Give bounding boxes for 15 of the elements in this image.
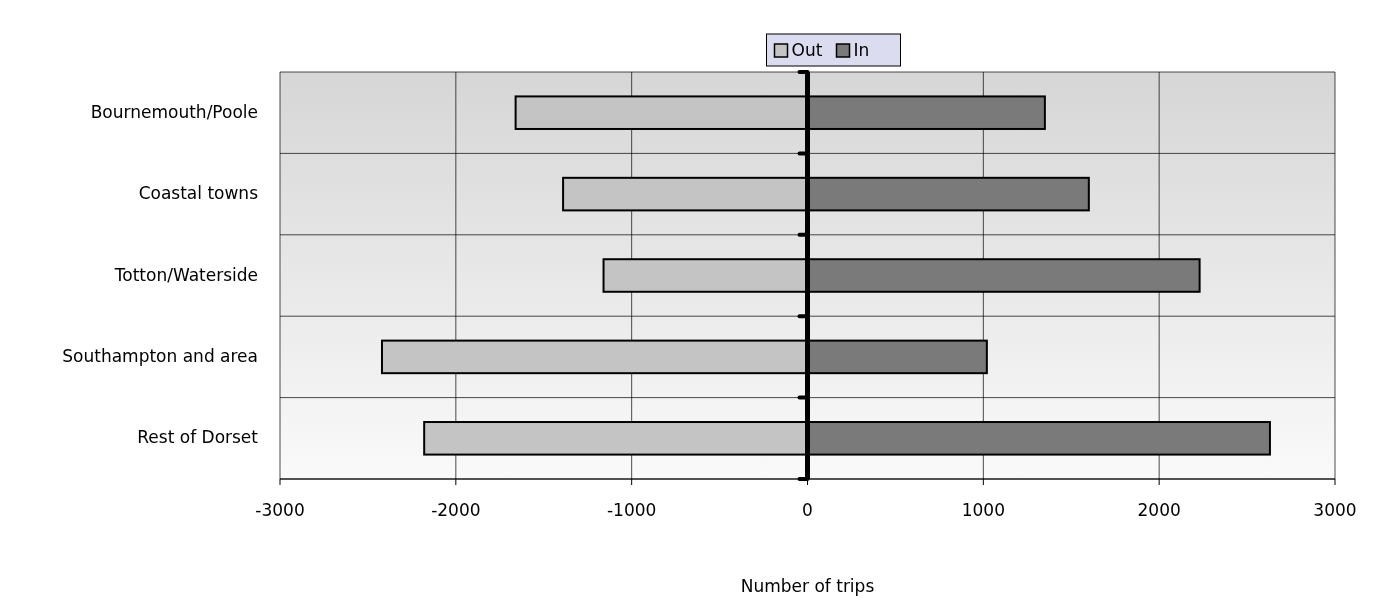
x-tick-label: 1000 [961,500,1005,520]
y-tick-label: Bournemouth/Poole [90,101,258,122]
x-tick-label: -1000 [606,500,657,520]
x-tick-label: 0 [802,500,813,520]
y-tick-label: Totton/Waterside [113,264,258,285]
y-tick-label: Rest of Dorset [137,427,259,448]
x-tick-label: 3000 [1313,500,1357,520]
x-tick-label: -3000 [255,500,305,520]
x-tick-label: -2000 [431,500,481,520]
x-tick-label: 2000 [1137,500,1181,520]
y-tick-label: Coastal towns [138,183,259,204]
x-axis-title: Number of trips [740,576,875,596]
legend-label: Out [791,40,823,60]
y-tick-label: Southampton and area [62,345,258,366]
legend-label: In [853,40,870,60]
